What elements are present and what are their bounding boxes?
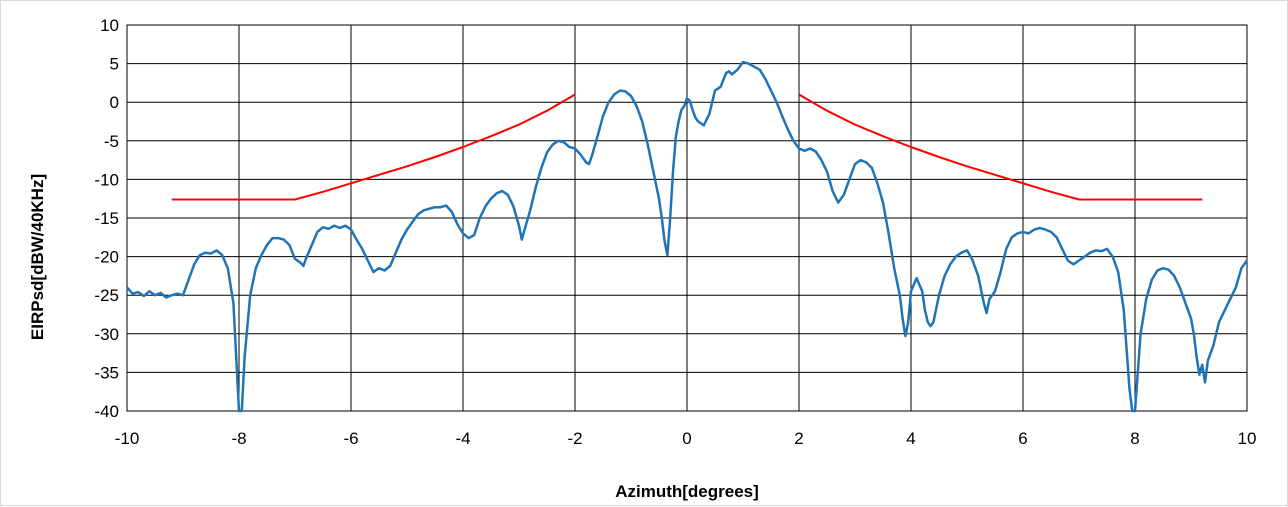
y-axis-title: EIRPsd[dBW/40KHz]: [28, 174, 47, 340]
x-tick-label: 0: [682, 429, 691, 448]
x-tick-label: -10: [115, 429, 140, 448]
mask-line-left: [171, 93, 576, 201]
y-tick-label: -40: [94, 402, 119, 421]
y-tick-label: -5: [104, 132, 119, 151]
y-tick-label: 5: [110, 55, 119, 74]
x-tick-label: -2: [567, 429, 582, 448]
y-tick-label: -30: [94, 325, 119, 344]
x-axis-title: Azimuth[degrees]: [615, 482, 759, 501]
plot-border: [126, 24, 1248, 412]
x-tick-label: 10: [1238, 429, 1257, 448]
y-tick-label: 10: [100, 16, 119, 35]
y-tick-label: -35: [94, 363, 119, 382]
x-tick-label: 2: [794, 429, 803, 448]
y-tick-label: -10: [94, 170, 119, 189]
series-layer: [126, 60, 1249, 413]
x-tick-label: 6: [1018, 429, 1027, 448]
y-tick-label: 0: [110, 93, 119, 112]
mask-line-right: [798, 93, 1203, 201]
measured-eirp-line: [126, 60, 1249, 413]
x-tick-label: -8: [231, 429, 246, 448]
x-tick-label: -6: [343, 429, 358, 448]
y-tick-label: -20: [94, 248, 119, 267]
x-tick-label: -4: [455, 429, 470, 448]
x-tick-label: 4: [906, 429, 915, 448]
grid: [126, 24, 1248, 412]
y-tick-label: -15: [94, 209, 119, 228]
y-tick-label: -25: [94, 286, 119, 305]
x-tick-label: 8: [1130, 429, 1139, 448]
